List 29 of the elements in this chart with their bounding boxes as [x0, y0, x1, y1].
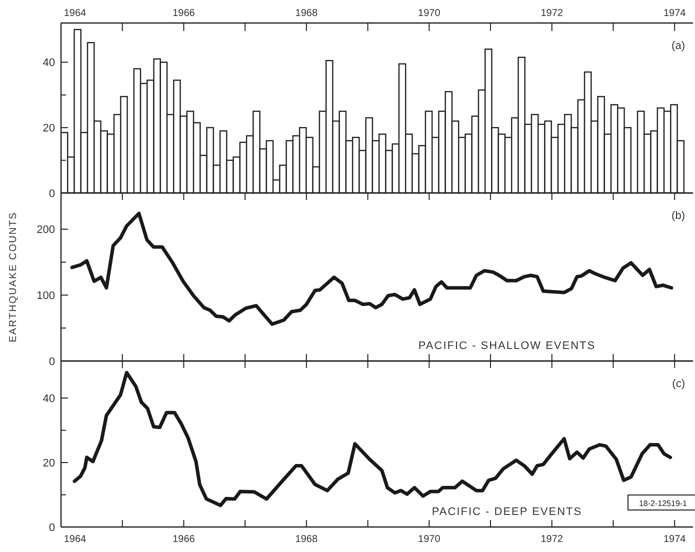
y-tick-label: 100	[36, 290, 55, 302]
x2-tick-label: 1970	[418, 8, 441, 19]
y-tick-label: 0	[48, 356, 55, 368]
annotation: PACIFIC - SHALLOW EVENTS	[418, 340, 596, 352]
x-tick-label: 1972	[540, 534, 564, 545]
x-tick-label: 1968	[295, 534, 318, 545]
x-tick-label: 1970	[418, 534, 441, 545]
annotation: (b)	[672, 210, 685, 222]
y-tick-label: 20	[42, 122, 55, 134]
x2-tick-label: 1972	[540, 8, 564, 19]
y-axis-title: EARTHQUAKE COUNTS	[8, 212, 19, 342]
annotation: (a)	[672, 40, 685, 52]
x2-tick-label: 1974	[663, 8, 686, 19]
x-tick-label: 1966	[172, 534, 196, 545]
y-tick-label: 200	[36, 224, 55, 236]
x2-tick-label: 1966	[172, 8, 196, 19]
y-tick-label: 0	[48, 522, 55, 534]
annotation: 18-2-12519-1	[638, 499, 688, 508]
y-tick-label: 40	[42, 57, 55, 70]
y-tick-label: 20	[42, 457, 55, 470]
y-tick-label: 0	[48, 188, 55, 200]
x2-tick-label: 1968	[295, 8, 318, 19]
line-series	[70, 212, 674, 326]
annotation: PACIFIC - DEEP EVENTS	[432, 506, 582, 518]
x2-tick-label: 1964	[64, 8, 87, 19]
x-tick-label: 1974	[663, 534, 686, 545]
x-tick-label: 1964	[64, 534, 87, 545]
annotation: (c)	[672, 378, 685, 390]
y-tick-label: 40	[42, 392, 55, 405]
